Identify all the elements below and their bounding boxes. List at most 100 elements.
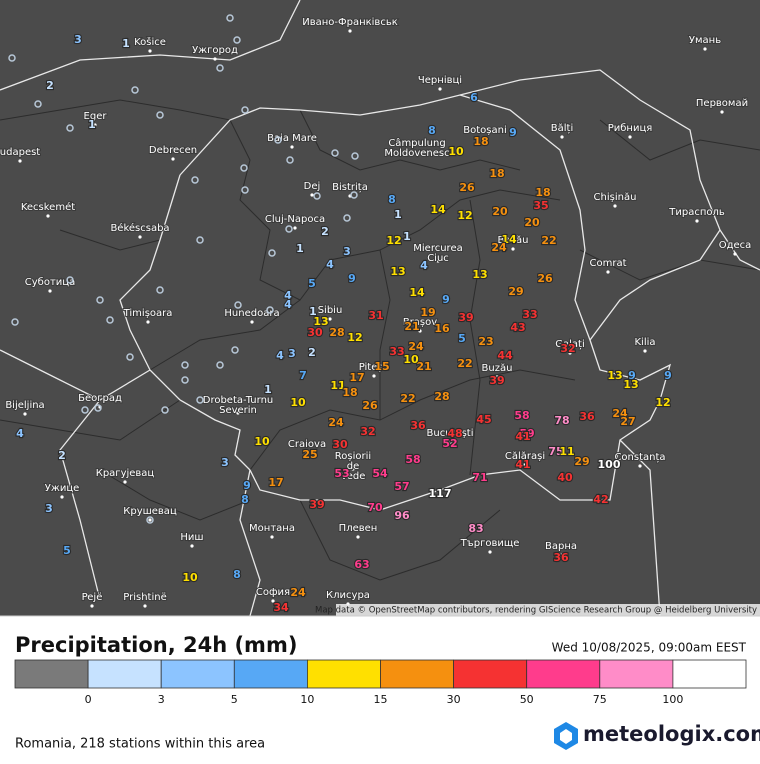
legend-swatch — [233, 659, 308, 689]
station-value: 100 — [598, 458, 621, 471]
station-zero — [343, 214, 351, 222]
station-zero — [196, 396, 204, 404]
place-label: Chișinău — [594, 192, 637, 203]
station-value: 14 — [430, 203, 446, 216]
place-label: Sibiu — [318, 305, 343, 316]
station-value: 11 — [330, 379, 345, 392]
station-value: 7 — [299, 369, 307, 382]
station-zero — [240, 164, 248, 172]
place-label: Košice — [134, 36, 166, 48]
station-value: 13 — [313, 315, 328, 328]
place-dot — [46, 214, 50, 218]
legend-break: 0 — [85, 693, 92, 706]
station-value: 8 — [233, 568, 241, 581]
station-value: 9 — [509, 126, 517, 139]
station-value: 5 — [63, 544, 71, 557]
station-value: 39 — [309, 498, 324, 511]
station-value: 21 — [416, 360, 431, 373]
station-value: 54 — [372, 467, 388, 480]
station-value: 17 — [268, 476, 283, 489]
place-label: Kilia — [634, 337, 655, 348]
station-value: 19 — [420, 306, 435, 319]
station-value: 4 — [276, 349, 284, 362]
place-dot — [148, 49, 152, 53]
place-label: Ниш — [180, 532, 203, 543]
station-zero — [226, 14, 234, 22]
station-value: 1 — [309, 305, 317, 318]
station-value: 12 — [386, 234, 401, 247]
station-value: 17 — [349, 371, 364, 384]
place-label: Клисура — [326, 590, 370, 601]
station-value: 44 — [497, 349, 513, 362]
station-value: 22 — [457, 357, 472, 370]
country-borders — [0, 0, 760, 617]
station-zero — [156, 111, 164, 119]
attribution: Map data © OpenStreetMap contributors, r… — [315, 606, 757, 616]
station-zero — [126, 353, 134, 361]
station-zero — [181, 376, 189, 384]
station-value: 24 — [408, 340, 424, 353]
station-value: 2 — [46, 79, 54, 92]
place-label: Békéscsaba — [110, 222, 169, 234]
place-label: Умань — [689, 35, 721, 46]
place-label: София — [256, 587, 290, 598]
legend-break: 75 — [593, 693, 607, 706]
station-zero — [196, 236, 204, 244]
attribution-bg — [336, 604, 760, 616]
station-value: 23 — [478, 335, 493, 348]
station-value: 25 — [302, 448, 317, 461]
place-dot — [60, 495, 64, 499]
place-dot — [568, 351, 572, 355]
place-dot — [148, 518, 152, 522]
station-value: 31 — [368, 309, 383, 322]
station-value: 13 — [623, 378, 638, 391]
station-value: 24 — [290, 586, 306, 599]
station-zero — [231, 346, 239, 354]
station-value: 52 — [442, 437, 457, 450]
station-value: 75 — [548, 445, 563, 458]
place-dot — [310, 193, 314, 197]
station-value: 40 — [557, 471, 573, 484]
station-value: 12 — [347, 331, 362, 344]
place-label: Bistrița — [332, 182, 368, 193]
station-value: 78 — [554, 414, 569, 427]
station-value: 1 — [264, 383, 272, 396]
station-value: 3 — [288, 347, 296, 360]
station-value: 4 — [16, 427, 24, 440]
station-value: 22 — [541, 234, 556, 247]
place-label: Търговище — [460, 538, 520, 549]
place-label: București — [427, 428, 474, 439]
station-value: 70 — [367, 501, 383, 514]
place-label: Galați — [555, 339, 584, 350]
station-zero — [350, 191, 358, 199]
station-value: 18 — [473, 135, 488, 148]
place-label: Drobeta-Turnu Severin — [203, 395, 274, 416]
station-value: 24 — [612, 407, 628, 420]
station-value: 27 — [620, 415, 635, 428]
station-zero — [131, 86, 139, 94]
station-value: 3 — [74, 33, 82, 46]
station-zero — [274, 136, 282, 144]
place-label: Београд — [78, 393, 122, 404]
place-label: Constanța — [614, 452, 665, 463]
place-dot — [143, 604, 147, 608]
station-zero — [8, 54, 16, 62]
station-value: 11 — [559, 445, 574, 458]
place-label: Buzău — [482, 363, 513, 374]
station-value: 10 — [448, 145, 464, 158]
place-label: udapest — [0, 147, 40, 158]
station-value: 14 — [501, 233, 517, 246]
place-dot — [613, 204, 617, 208]
place-dot — [560, 135, 564, 139]
station-value: 5 — [308, 277, 316, 290]
station-value: 10 — [182, 571, 198, 584]
place-dot — [418, 329, 422, 333]
place-label: Крагујевац — [96, 467, 155, 479]
place-dot — [438, 87, 442, 91]
station-value: 20 — [524, 216, 540, 229]
legend-swatch — [14, 659, 89, 689]
station-zero — [94, 404, 102, 412]
place-label: Монтана — [249, 523, 295, 534]
place-dot — [328, 317, 332, 321]
station-value: 16 — [434, 322, 450, 335]
